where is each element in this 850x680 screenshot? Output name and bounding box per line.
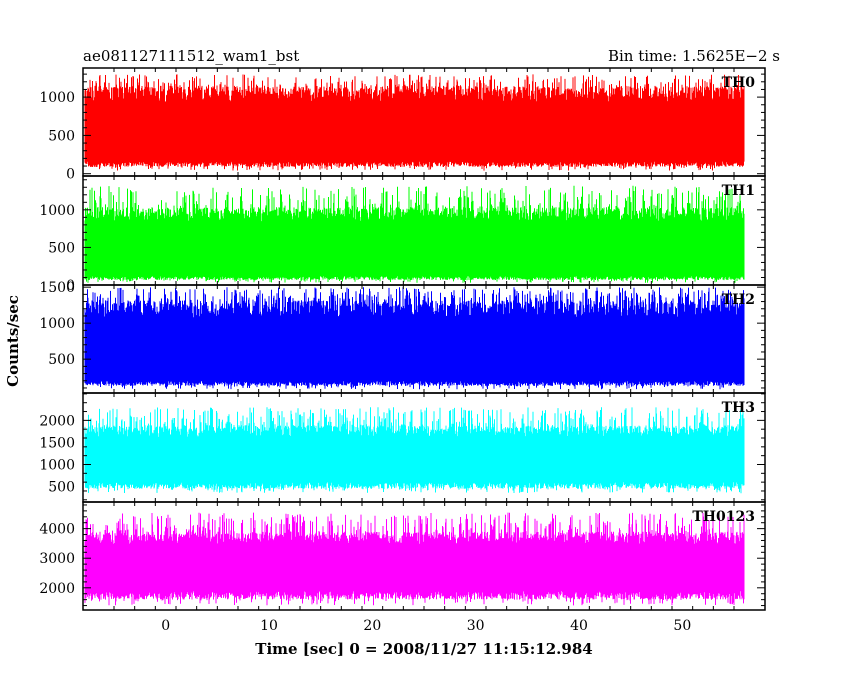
series-band-th0 (85, 102, 745, 161)
x-tick-label: 40 (570, 618, 588, 634)
chart-title-right: Bin time: 1.5625E−2 s (608, 47, 780, 65)
panel-th3: 500 1000 1500 2000 TH3 (39, 392, 766, 503)
panel-th0123: 2000 3000 4000 TH0123 (39, 501, 766, 611)
y-axis-label: Counts/sec (4, 295, 22, 387)
panel-label: TH1 (722, 183, 755, 199)
y-tick-label: 500 (48, 128, 75, 144)
y-tick-label: 1000 (39, 316, 75, 332)
y-tick-label: 1000 (39, 203, 75, 219)
y-tick-label: 2000 (39, 581, 75, 597)
chart-title-left: ae081127111512_wam1_bst (83, 47, 299, 65)
x-tick-label: 20 (363, 618, 381, 634)
series-band-th3 (85, 437, 745, 481)
panel-label: TH3 (722, 400, 755, 416)
x-tick-label: 0 (161, 618, 170, 634)
panel-label: TH0123 (692, 509, 755, 525)
y-tick-label: 1500 (39, 435, 75, 451)
x-tick-label: 50 (673, 618, 691, 634)
panel-th0: 0 500 1000 TH0 (39, 67, 766, 183)
x-axis-label: Time [sec] 0 = 2008/11/27 11:15:12.984 (255, 640, 592, 658)
series-band-th1 (85, 222, 745, 276)
panel-label: TH2 (722, 292, 755, 308)
y-tick-label: 500 (48, 352, 75, 368)
y-tick-label: 0 (66, 167, 75, 183)
y-tick-label: 2000 (39, 413, 75, 429)
panel-th2: 500 1000 1500 TH2 (39, 280, 766, 394)
y-tick-label: 3000 (39, 551, 75, 567)
y-tick-label: 1500 (39, 280, 75, 296)
y-tick-label: 500 (48, 240, 75, 256)
y-tick-label: 4000 (39, 522, 75, 538)
y-tick-label: 1000 (39, 90, 75, 106)
y-tick-label: 500 (48, 480, 75, 496)
x-tick-label: 10 (260, 618, 278, 634)
x-tick-label: 30 (467, 618, 485, 634)
y-tick-label: 0 (66, 278, 75, 294)
x-axis: 0 10 20 30 40 50 (161, 618, 691, 634)
panels-group: 0 500 1000 TH0 0 500 1000 TH1 500 1000 1500 TH2 500 1… (39, 67, 766, 611)
panel-label: TH0 (722, 75, 756, 91)
panel-th1: 0 500 1000 TH1 (39, 175, 766, 294)
series-band-th2 (85, 317, 745, 381)
y-tick-label: 1000 (39, 457, 75, 473)
series-band-th0123 (85, 544, 745, 588)
